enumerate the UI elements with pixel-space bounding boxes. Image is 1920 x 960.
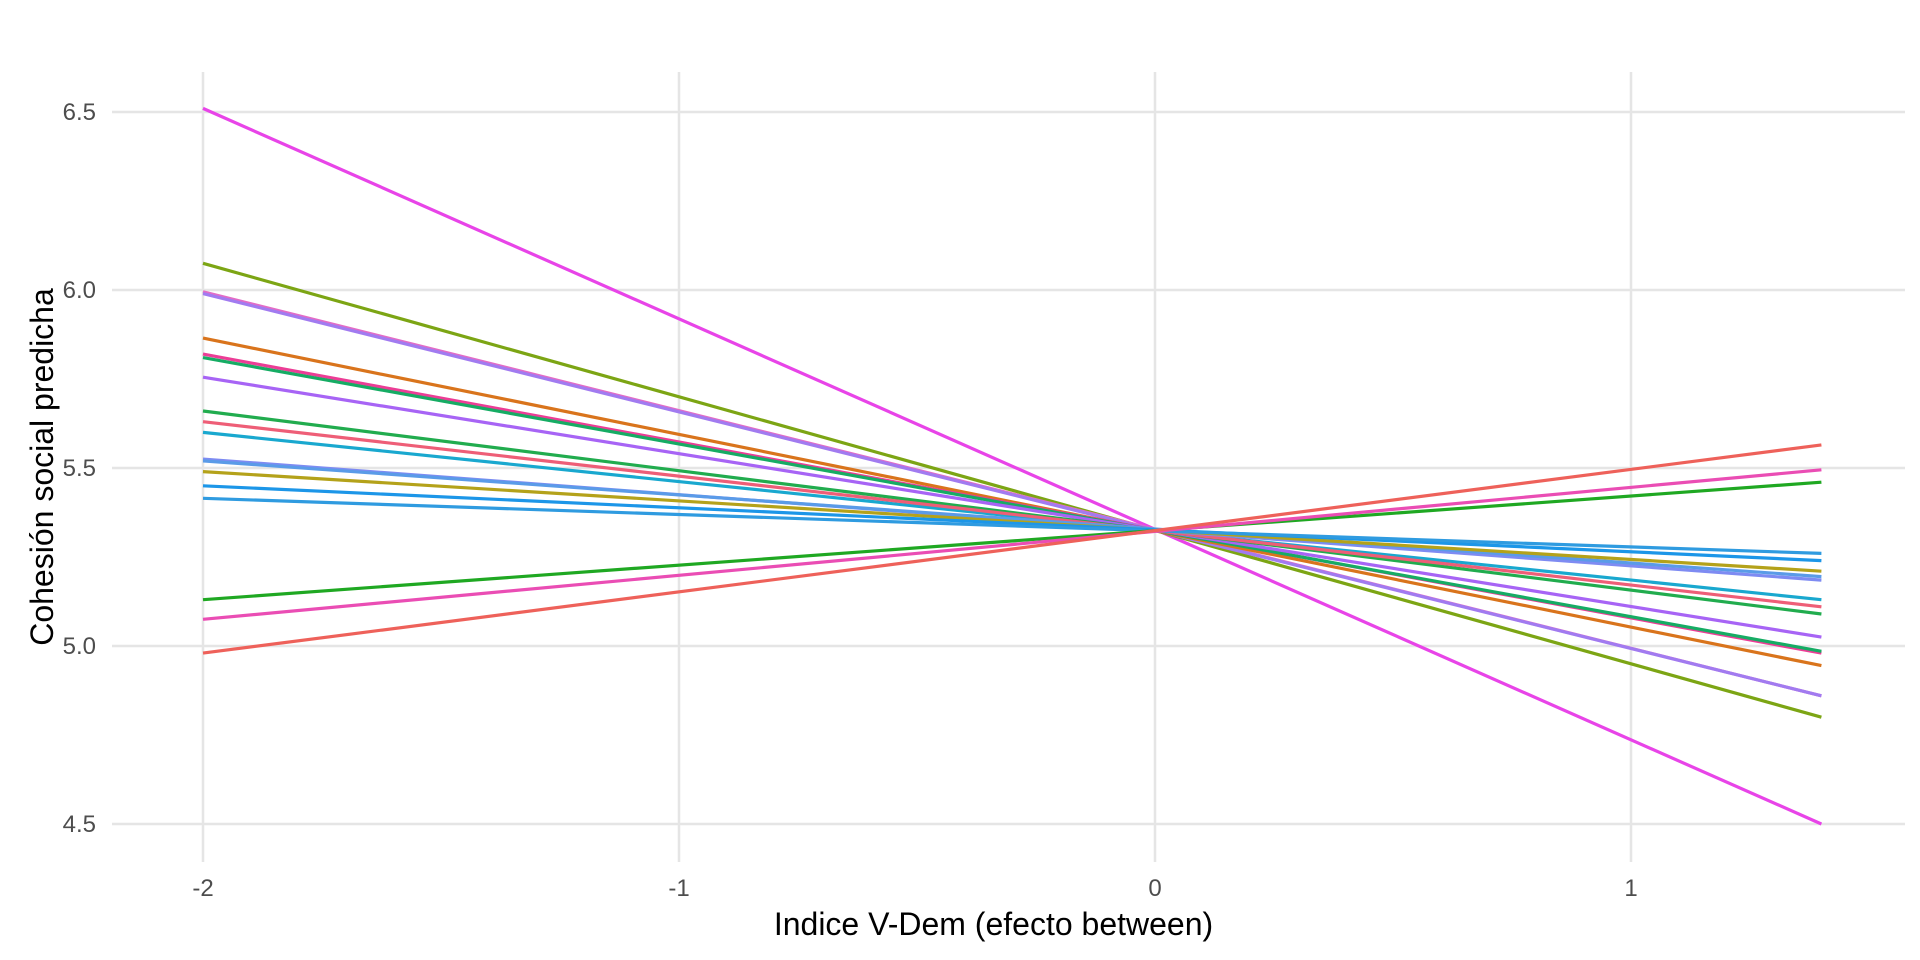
series-line-15 — [202, 484, 1822, 563]
y-tick-label: 4.5 — [63, 811, 96, 838]
series-line-18 — [202, 468, 1822, 621]
series-line-9 — [202, 409, 1822, 616]
series-line-17 — [202, 480, 1822, 602]
y-tick-label: 5.0 — [63, 633, 96, 660]
x-tick-label: -1 — [668, 875, 689, 902]
series-line-8 — [202, 375, 1822, 639]
series-line-1 — [202, 106, 1823, 826]
series-lines — [202, 106, 1823, 826]
grid — [112, 72, 1905, 862]
series-line-14 — [202, 470, 1822, 573]
x-axis-title: Indice V-Dem (efecto between) — [774, 906, 1213, 942]
series-line-4 — [202, 292, 1822, 698]
y-axis-title: Cohesión social predicha — [24, 288, 60, 646]
series-line-7 — [202, 356, 1822, 653]
x-tick-label: 0 — [1148, 875, 1161, 902]
series-line-11 — [202, 420, 1822, 609]
series-line-13 — [202, 459, 1822, 579]
x-tick-label: 1 — [1624, 875, 1637, 902]
tick-labels: -2 -1 0 1 4.5 5.0 5.5 6.0 6.5 — [63, 99, 1638, 902]
y-tick-label: 6.5 — [63, 99, 96, 126]
series-line-5 — [202, 336, 1822, 668]
x-tick-label: -2 — [192, 875, 213, 902]
y-tick-label: 6.0 — [63, 277, 96, 304]
series-line-19 — [202, 443, 1822, 655]
series-line-10 — [202, 430, 1822, 602]
series-line-16 — [202, 496, 1822, 555]
y-tick-label: 5.5 — [63, 455, 96, 482]
series-line-2 — [202, 261, 1822, 719]
